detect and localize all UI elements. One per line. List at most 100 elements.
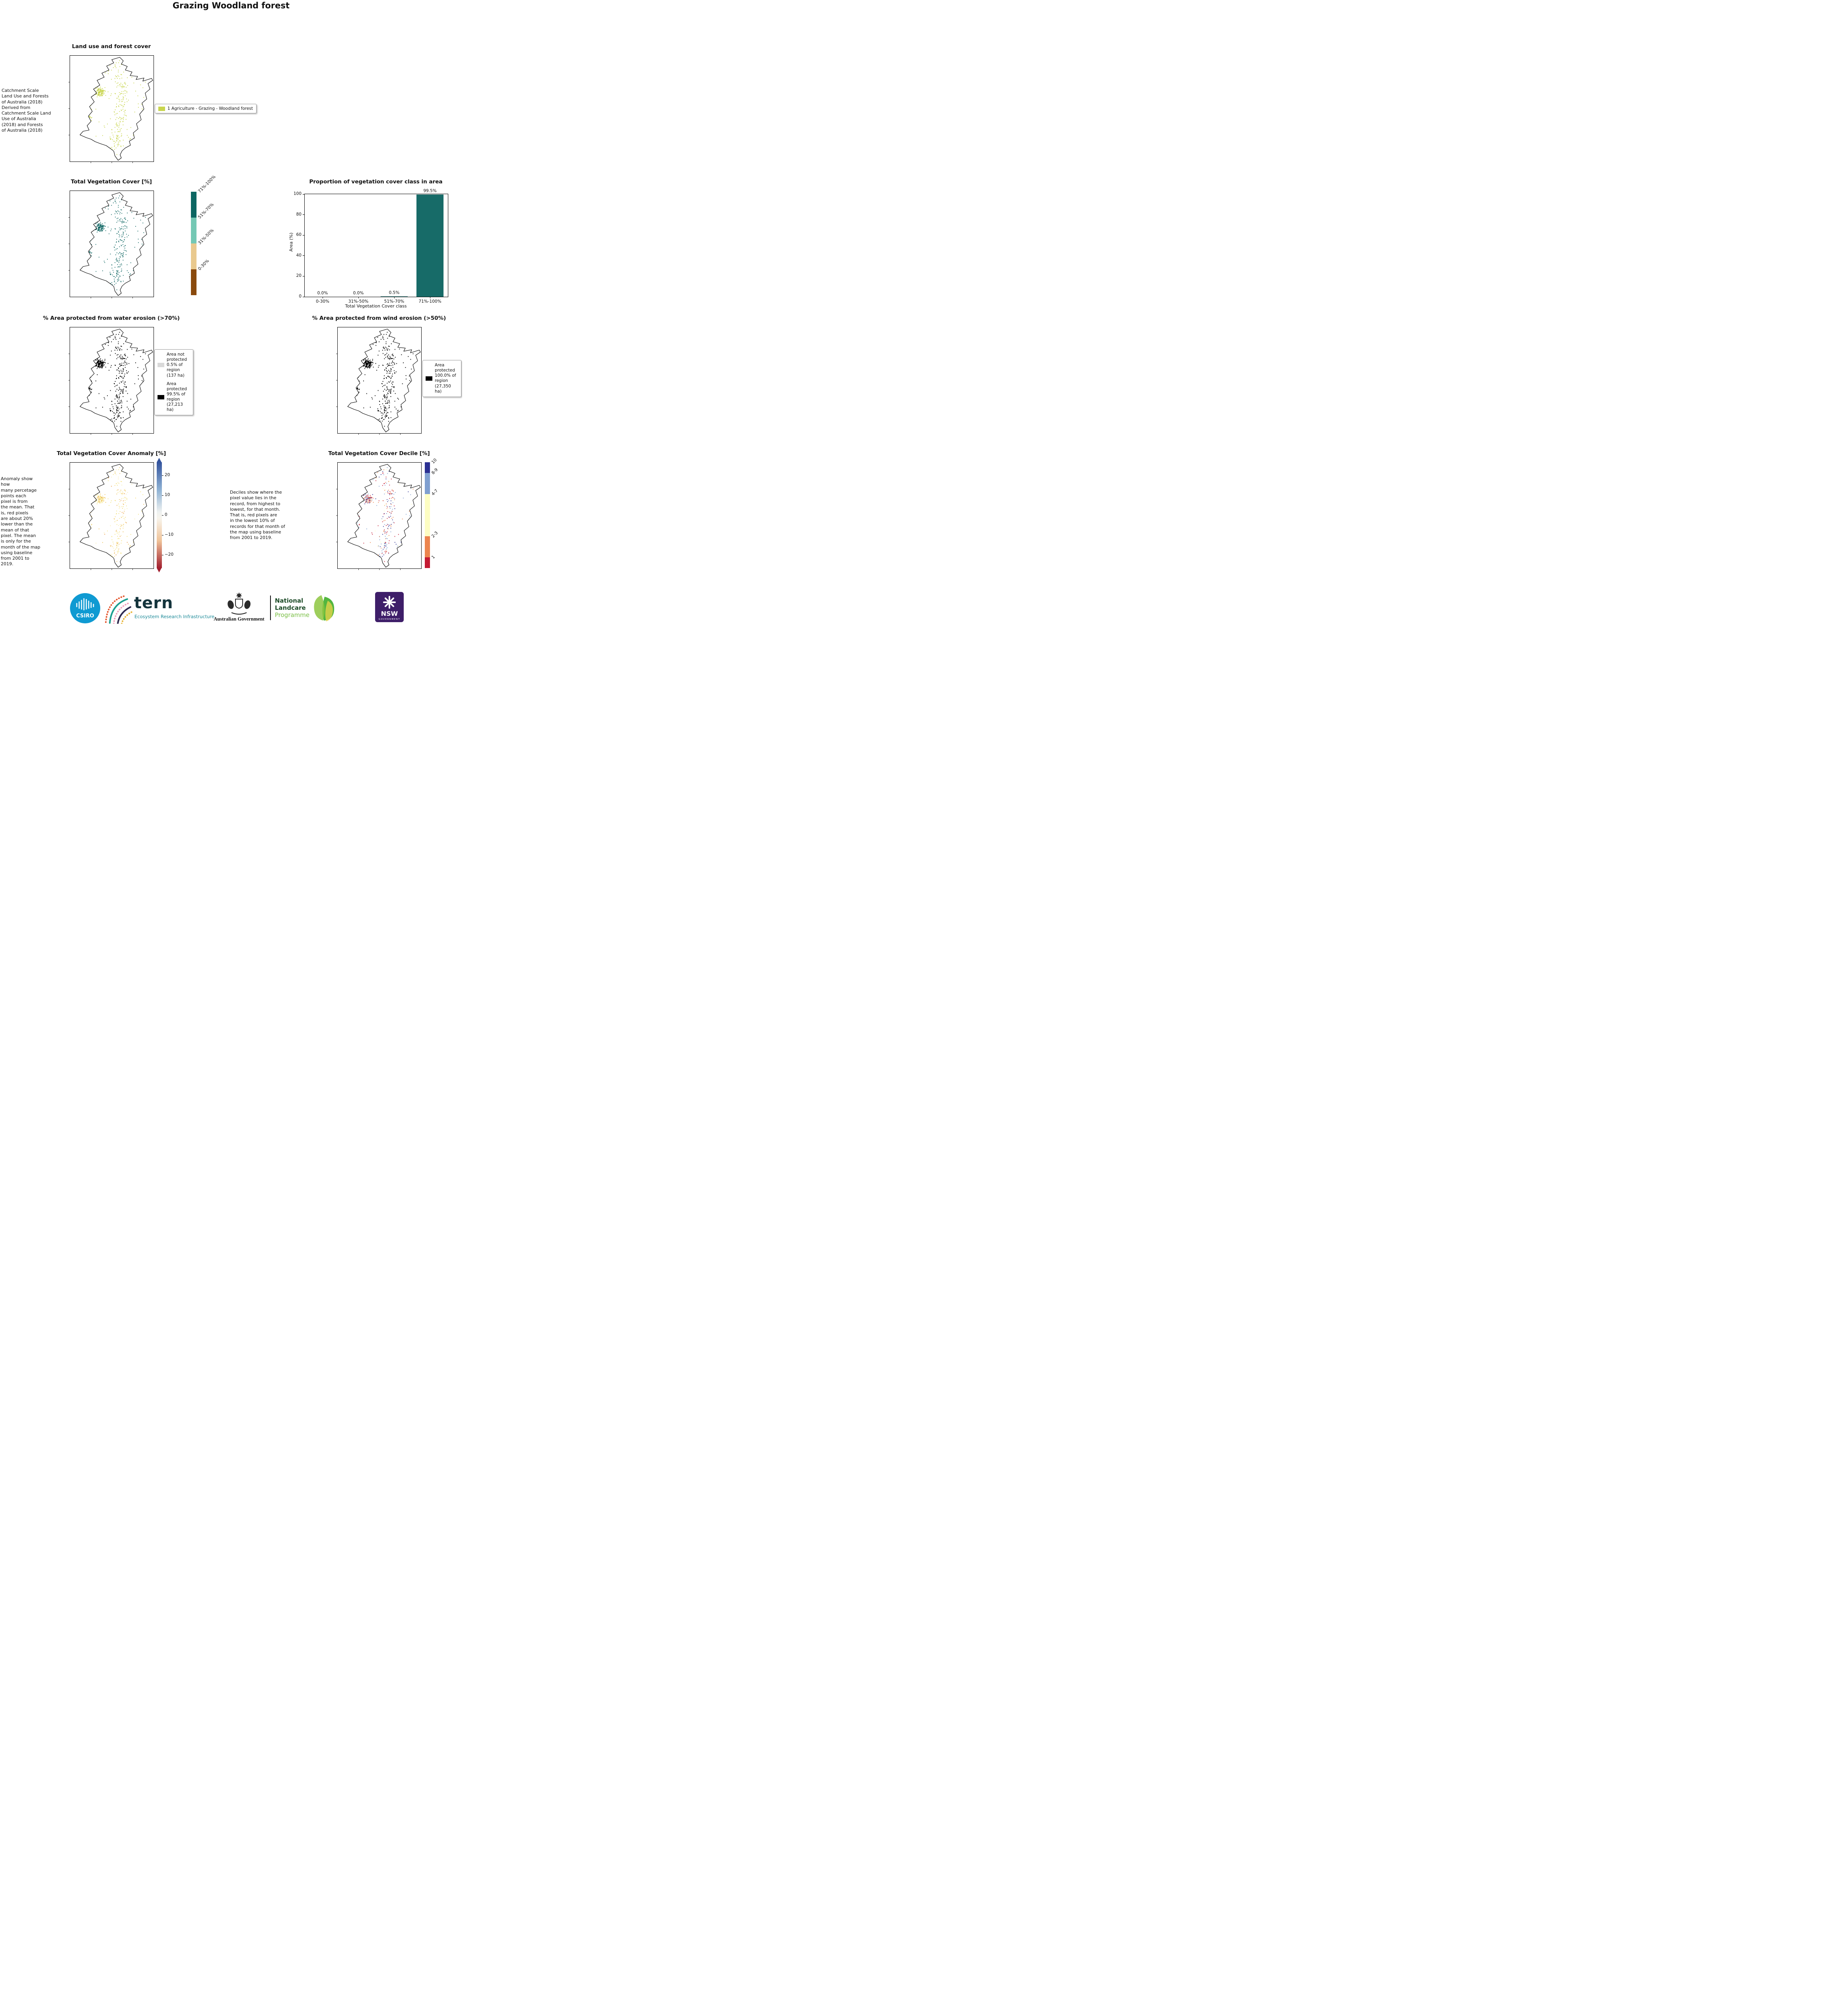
decile-note: Deciles show where the pixel value lies …	[230, 490, 285, 541]
landuse-legend-label: 1 Agriculture - Grazing - Woodland fores…	[167, 106, 253, 111]
catchment-outline	[347, 329, 421, 432]
nsw-government-label: GOVERNMENT	[379, 618, 400, 621]
decile-colorbar-label: 8-9	[430, 467, 439, 475]
decile-colorbar-segment	[425, 462, 430, 473]
water-legend-item: Area protected 99.5% of region (27,213 h…	[158, 381, 190, 413]
y-tick-label: 60	[296, 232, 302, 237]
veg-map-title: Total Vegetation Cover [%]	[71, 179, 152, 185]
landcare-word-2: Landcare	[275, 604, 306, 611]
veg-map-canvas	[68, 192, 153, 298]
landuse-map	[68, 55, 154, 163]
anomaly-colorbar: 20 10 0 −10 −20	[157, 458, 173, 572]
bar-value-label: 99.5%	[423, 189, 437, 194]
x-tick-label: 31%-50%	[348, 299, 369, 304]
water-map	[68, 327, 154, 435]
anomaly-map	[68, 462, 154, 570]
report-page: Grazing Woodland forest Catchment Scale …	[0, 0, 462, 629]
x-tick-label: 71%-100%	[418, 299, 442, 304]
y-tick-label: 100	[293, 191, 302, 196]
csiro-disc	[70, 593, 100, 623]
decile-map-title: Total Vegetation Cover Decile [%]	[328, 450, 430, 457]
wind-map-title: % Area protected from wind erosion (>50%…	[312, 315, 446, 321]
landuse-note: Catchment Scale Land Use and Forests of …	[2, 88, 51, 133]
landcare-leaves-icon	[309, 594, 337, 624]
y-tick-label: 80	[296, 212, 302, 217]
anomaly-tick-label: −20	[165, 552, 174, 557]
decile-colorbar-label: 10	[430, 457, 438, 465]
water-map-canvas	[68, 329, 153, 435]
anomaly-tick-mark	[162, 515, 163, 516]
decile-colorbar-segment	[425, 557, 430, 568]
anomaly-note: Anomaly show how many percetage points e…	[1, 476, 41, 567]
anomaly-tick-label: 0	[165, 512, 167, 517]
wind-map	[336, 327, 422, 435]
australian-government-label: Australian Government	[214, 616, 265, 622]
bar-chart-title: Proportion of vegetation cover class in …	[309, 179, 443, 185]
catchment-outline	[80, 192, 153, 296]
landcare-word-3: Programme	[275, 611, 310, 619]
decile-colorbar-segment	[425, 536, 430, 558]
anomaly-map-title: Total Vegetation Cover Anomaly [%]	[56, 450, 166, 457]
nsw-government-logo: NSW GOVERNMENT	[375, 592, 404, 624]
y-tick-label: 20	[296, 273, 302, 278]
water-legend-label: Area protected 99.5% of region (27,213 h…	[167, 381, 187, 413]
wind-legend-item: Area protected 100.0% of region (27,350 …	[426, 363, 458, 394]
y-tick-mark	[303, 194, 305, 195]
veg-colorbar-label: 0-30%	[197, 258, 210, 272]
landuse-legend: 1 Agriculture - Grazing - Woodland fores…	[155, 104, 257, 113]
anomaly-tick-mark	[162, 495, 163, 496]
wind-legend-swatch	[426, 376, 432, 381]
anomaly-tick-label: 20	[165, 473, 170, 477]
decile-colorbar-label: 1	[430, 555, 436, 560]
veg-colorbar-label: 31%-50%	[197, 228, 215, 246]
csiro-wordmark: CSIRO	[76, 613, 94, 619]
anomaly-tick-label: −10	[165, 532, 174, 537]
anomaly-colorbar-gradient	[157, 462, 162, 568]
australian-coat-of-arms-icon	[226, 592, 252, 617]
decile-map-canvas	[336, 464, 421, 570]
nsw-wordmark: NSW	[381, 610, 398, 617]
x-tick-mark	[358, 297, 359, 298]
wind-legend-label: Area protected 100.0% of region (27,350 …	[435, 363, 456, 394]
veg-map	[68, 191, 154, 298]
landuse-legend-swatch	[158, 106, 165, 111]
y-tick-mark	[303, 214, 305, 215]
catchment-outline	[80, 329, 153, 432]
aboriginal-art-icon	[103, 594, 133, 625]
catchment-outline	[80, 57, 153, 161]
csiro-wave-icon	[76, 598, 94, 611]
veg-colorbar-segment	[191, 218, 196, 243]
decile-colorbar-segment	[425, 494, 430, 537]
y-tick-label: 40	[296, 253, 302, 258]
catchment-outline	[347, 464, 421, 568]
x-tick-label: 51%-70%	[384, 299, 405, 304]
bar-chart-plot: 0 20 40 60 80 100 0.0% 0-30% 0.0% 31%-50% 0.5% 51%-…	[294, 189, 448, 304]
y-tick-label: 0	[299, 294, 302, 299]
catchment-outline	[80, 464, 153, 568]
decile-colorbar-segment	[425, 473, 430, 494]
veg-colorbar-segment	[191, 243, 196, 269]
anomaly-colorbar-arrow-down	[157, 568, 161, 572]
tern-wordmark: tern	[134, 594, 173, 612]
water-legend-label: Area not protected 0.5% of region (137 h…	[167, 352, 187, 378]
y-tick-mark	[303, 255, 305, 256]
landcare-word-1: National	[275, 597, 303, 604]
veg-colorbar: 71%-100% 51%-70% 31%-50% 0-30%	[191, 174, 217, 295]
bar	[416, 195, 444, 297]
bar	[381, 296, 408, 297]
veg-colorbar-label: 51%-70%	[197, 202, 215, 220]
anomaly-tick-label: 10	[165, 492, 170, 497]
x-tick-label: 0-30%	[316, 299, 329, 304]
tern-subtitle: Ecosystem Research Infrastructure	[134, 614, 214, 619]
water-legend-swatch	[158, 363, 164, 368]
water-legend-item: Area not protected 0.5% of region (137 h…	[158, 352, 190, 378]
water-legend: Area not protected 0.5% of region (137 h…	[154, 349, 193, 416]
x-tick-mark	[394, 297, 395, 298]
csiro-logo: CSIRO	[70, 593, 101, 625]
decile-colorbar: 10 8-9 4-7 2-3 1	[425, 457, 439, 568]
bar-value-label: 0.0%	[317, 291, 328, 296]
decile-map	[336, 462, 422, 570]
landuse-map-canvas	[68, 57, 153, 163]
landuse-map-title: Land use and forest cover	[72, 43, 151, 50]
veg-colorbar-label: 71%-100%	[197, 174, 217, 194]
